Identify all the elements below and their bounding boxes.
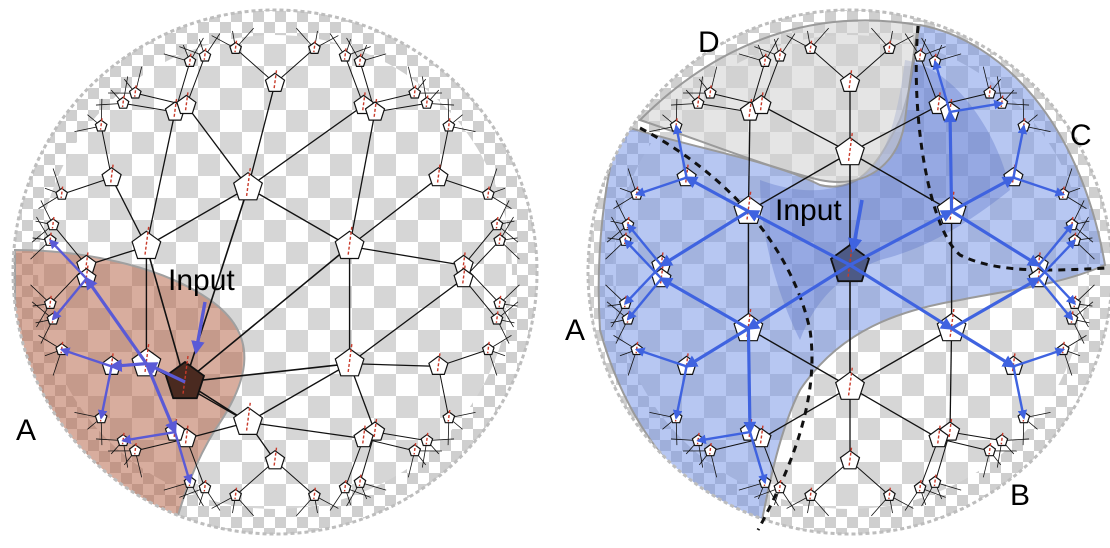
left-input-label: Input xyxy=(168,264,235,297)
right-input-label: Input xyxy=(775,194,842,227)
propagation-arrow xyxy=(748,329,750,432)
right-region-d-label: D xyxy=(698,26,720,59)
right-panel: Input D C A B xyxy=(565,0,1110,543)
left-region-a-label: A xyxy=(16,414,36,447)
right-region-b-label: B xyxy=(1010,479,1030,512)
left-panel: Input A xyxy=(0,0,560,543)
right-region-a-label: A xyxy=(565,314,585,347)
right-region-c-label: C xyxy=(1070,119,1092,152)
propagation-arrow xyxy=(950,112,952,211)
